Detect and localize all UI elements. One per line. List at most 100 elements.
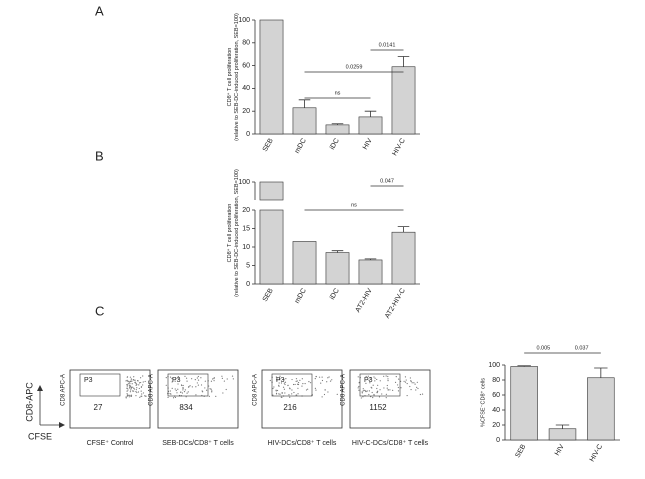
- event-dot: [421, 393, 424, 395]
- event-dot: [174, 388, 176, 390]
- event-dot: [377, 384, 379, 386]
- x-tick-label: HIV: [554, 443, 566, 457]
- event-dot: [128, 380, 130, 382]
- event-dot: [297, 383, 300, 386]
- event-dot: [362, 388, 364, 390]
- event-dot: [357, 387, 359, 389]
- event-dot: [404, 381, 407, 383]
- y-tick-label: 5: [246, 262, 250, 269]
- event-dot: [275, 393, 278, 395]
- event-dot: [410, 380, 412, 382]
- event-dot: [284, 381, 287, 383]
- event-dot: [369, 377, 372, 379]
- event-dot: [358, 389, 360, 391]
- x-tick-label: SEB: [262, 137, 275, 153]
- event-dot: [130, 378, 132, 380]
- bar: [510, 366, 538, 441]
- event-dot: [129, 382, 131, 384]
- annotation: 0.037: [575, 345, 589, 351]
- event-dot: [197, 384, 199, 386]
- event-dot: [142, 384, 144, 386]
- event-dot: [373, 376, 375, 378]
- event-dot: [211, 390, 213, 392]
- event-dot: [125, 380, 127, 382]
- event-dot: [211, 391, 213, 393]
- event-dot: [172, 397, 175, 399]
- event-dot: [175, 377, 177, 379]
- event-dot: [194, 379, 196, 381]
- annotation: 0.047: [380, 178, 394, 184]
- bar: [548, 428, 577, 441]
- annotation: 0.0141: [379, 42, 396, 48]
- event-dot: [409, 385, 411, 388]
- event-dot: [225, 388, 227, 391]
- event-dot: [279, 379, 281, 381]
- event-dot: [397, 386, 399, 389]
- event-dot: [287, 384, 289, 387]
- bar: [391, 231, 416, 285]
- event-dot: [171, 377, 173, 380]
- event-dot: [186, 380, 188, 382]
- event-dot: [314, 378, 316, 380]
- flow-ylabel: CD8-APC: [24, 382, 34, 422]
- event-dot: [379, 389, 381, 391]
- event-dot: [374, 377, 376, 379]
- event-dot: [144, 380, 146, 383]
- event-dot: [125, 397, 127, 399]
- event-dot: [133, 379, 135, 381]
- event-dot: [133, 388, 136, 390]
- gate-label: P3: [364, 377, 373, 384]
- event-dot: [297, 381, 300, 384]
- event-dot: [127, 395, 129, 397]
- event-dot: [131, 390, 134, 392]
- event-dot: [327, 377, 329, 379]
- event-dot: [140, 390, 142, 392]
- event-dot: [288, 394, 290, 396]
- event-dot: [210, 380, 213, 382]
- event-dot: [181, 392, 184, 394]
- y-tick-label: 10: [242, 244, 250, 251]
- event-dot: [295, 394, 298, 396]
- event-dot: [291, 389, 293, 391]
- event-dot: [404, 376, 407, 378]
- error-bar: [397, 226, 410, 233]
- event-dot: [323, 393, 326, 396]
- event-dot: [387, 375, 389, 378]
- event-dot: [185, 377, 188, 379]
- event-dot: [328, 376, 330, 378]
- flow-axis-label: CD8 APC-A: [61, 374, 67, 406]
- gate: [79, 373, 121, 397]
- event-dot: [324, 389, 326, 391]
- event-dot: [321, 376, 323, 378]
- error-bar: [397, 56, 410, 67]
- event-dot: [409, 377, 411, 379]
- error-bar: [298, 99, 311, 108]
- event-dot: [211, 378, 214, 380]
- event-dot: [406, 382, 408, 385]
- event-dot: [282, 386, 285, 388]
- event-dot: [197, 379, 200, 381]
- event-dot: [136, 384, 138, 386]
- event-dot: [301, 385, 303, 387]
- event-dot: [403, 380, 405, 382]
- event-dot: [126, 385, 128, 387]
- event-dot: [128, 396, 130, 398]
- event-dot: [416, 386, 418, 388]
- y-tick-label: 60: [242, 62, 250, 69]
- event-dot: [299, 379, 301, 381]
- event-dot: [370, 396, 372, 398]
- gate-label: P3: [276, 377, 285, 384]
- event-dot: [392, 389, 394, 391]
- event-dot: [221, 377, 223, 379]
- event-dot: [182, 384, 184, 387]
- event-dot: [210, 388, 212, 390]
- event-dot: [135, 390, 137, 393]
- event-dot: [283, 378, 285, 381]
- event-dot: [206, 389, 208, 391]
- event-dot: [133, 387, 135, 389]
- x-tick-label: SEB: [262, 287, 275, 303]
- event-dot: [142, 381, 144, 383]
- flow-axis-label: CD8 APC-A: [341, 374, 347, 406]
- event-dot: [376, 387, 378, 390]
